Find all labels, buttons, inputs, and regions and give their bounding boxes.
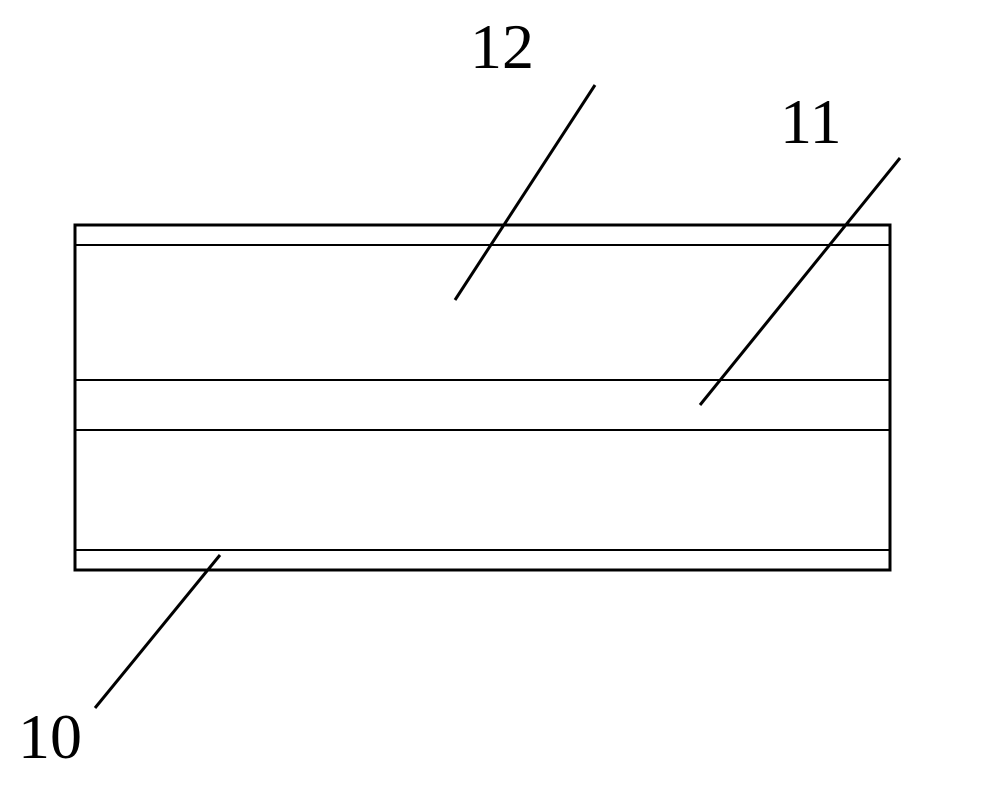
label-11: 11 bbox=[780, 85, 842, 159]
stack-outline bbox=[75, 225, 890, 570]
leader-10 bbox=[95, 555, 220, 708]
label-12: 12 bbox=[470, 10, 534, 84]
layer-stack bbox=[75, 225, 890, 570]
diagram-canvas bbox=[0, 0, 1000, 798]
label-10: 10 bbox=[18, 700, 82, 774]
